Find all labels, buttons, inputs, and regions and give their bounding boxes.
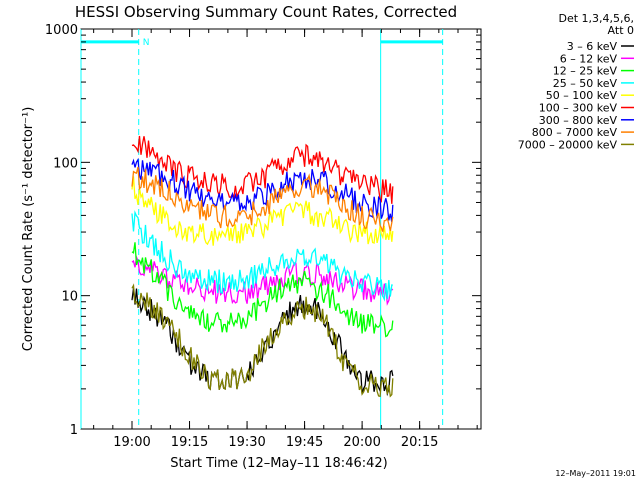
legend-label: 7000 – 20000 keV [518,138,618,151]
y-tick-label: 1 [70,423,78,438]
marker-layer: N [80,29,444,429]
legend-header: Att 0 [608,24,634,37]
y-tick-label: 10 [61,290,78,305]
chart-title: HESSI Observing Summary Count Rates, Cor… [75,3,457,21]
y-tick-label: 100 [53,156,78,171]
series-line [131,176,394,246]
y-tick-label: 1000 [45,23,78,38]
x-tick-label: 19:30 [228,435,265,450]
series-line [131,135,394,204]
x-axis-label: Start Time (12–May–11 18:46:42) [170,456,387,471]
legend-label: 50 – 100 keV [546,89,618,102]
footer-timestamp: 12–May–2011 19:01 [555,469,636,478]
series-line [131,283,394,398]
legend-label: 300 – 800 keV [539,114,618,127]
legend-label: 3 – 6 keV [567,40,618,53]
x-tick-label: 20:00 [343,435,380,450]
legend-label: 100 – 300 keV [539,102,618,115]
legend-label: 25 – 50 keV [553,77,618,90]
legend-label: 12 – 25 keV [553,65,618,78]
series-line [131,288,394,397]
legend-label: 800 – 7000 keV [532,126,618,139]
y-axis-label: Corrected Count Rate (s⁻¹ detector⁻¹) [21,107,36,352]
series-layer [131,135,394,398]
axis-layer: 19:00 19:15 19:30 19:45 20:00 20:15 1 10 100 1000 [45,23,481,450]
x-tick-label: 19:00 [113,435,150,450]
series-line [131,166,394,232]
x-tick-label: 19:45 [286,435,323,450]
x-tick-label: 19:15 [171,435,208,450]
series-line [131,210,393,302]
series-line [131,242,394,338]
marker-label: N [143,38,150,48]
x-tick-label: 20:15 [401,435,438,450]
series-line [131,157,394,223]
legend-label: 6 – 12 keV [560,52,618,65]
legend-header: Det 1,3,4,5,6, [558,12,634,25]
